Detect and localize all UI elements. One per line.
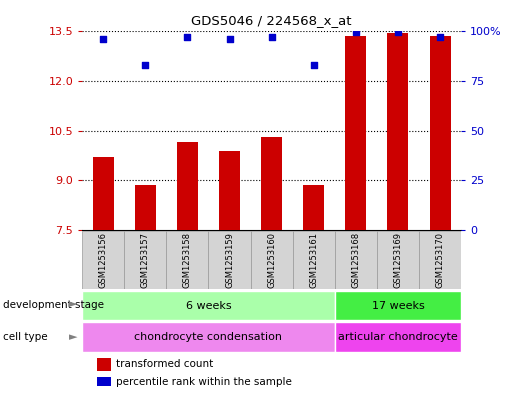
Text: GSM1253159: GSM1253159: [225, 232, 234, 288]
Bar: [82, 291, 335, 320]
Text: GSM1253170: GSM1253170: [436, 232, 445, 288]
Bar: [93, 157, 114, 230]
Text: GSM1253157: GSM1253157: [141, 232, 150, 288]
Bar: [335, 291, 461, 320]
Point: [436, 34, 444, 40]
Text: chondrocyte condensation: chondrocyte condensation: [135, 332, 282, 342]
FancyBboxPatch shape: [377, 231, 419, 289]
FancyBboxPatch shape: [419, 231, 461, 289]
Point: [99, 36, 108, 42]
FancyBboxPatch shape: [166, 231, 208, 289]
Text: GSM1253168: GSM1253168: [351, 232, 360, 288]
Bar: [82, 322, 335, 352]
Bar: [261, 137, 282, 230]
Title: GDS5046 / 224568_x_at: GDS5046 / 224568_x_at: [191, 15, 352, 28]
FancyBboxPatch shape: [293, 231, 335, 289]
Bar: [98, 377, 111, 386]
Text: GSM1253169: GSM1253169: [393, 232, 402, 288]
Point: [310, 61, 318, 68]
Point: [183, 34, 192, 40]
FancyBboxPatch shape: [82, 231, 124, 289]
Bar: [177, 142, 198, 230]
Text: transformed count: transformed count: [116, 359, 214, 369]
FancyBboxPatch shape: [124, 231, 166, 289]
FancyBboxPatch shape: [335, 231, 377, 289]
Text: development stage: development stage: [3, 299, 104, 310]
Point: [267, 34, 276, 40]
Bar: [135, 185, 156, 230]
Bar: [387, 33, 409, 230]
FancyBboxPatch shape: [208, 231, 251, 289]
Point: [225, 36, 234, 42]
Text: articular chondrocyte: articular chondrocyte: [338, 332, 458, 342]
Text: ►: ►: [69, 299, 77, 310]
Text: cell type: cell type: [3, 332, 47, 342]
Text: GSM1253160: GSM1253160: [267, 232, 276, 288]
Bar: [98, 358, 111, 371]
Text: GSM1253156: GSM1253156: [99, 232, 108, 288]
Text: percentile rank within the sample: percentile rank within the sample: [116, 377, 292, 387]
Text: GSM1253161: GSM1253161: [309, 232, 318, 288]
Bar: [346, 37, 366, 230]
Point: [394, 29, 402, 36]
FancyBboxPatch shape: [251, 231, 293, 289]
Point: [351, 29, 360, 36]
Text: 17 weeks: 17 weeks: [372, 301, 425, 310]
Bar: [429, 37, 450, 230]
Bar: [303, 185, 324, 230]
Text: GSM1253158: GSM1253158: [183, 232, 192, 288]
Text: ►: ►: [69, 332, 77, 342]
Text: 6 weeks: 6 weeks: [186, 301, 231, 310]
Bar: [335, 322, 461, 352]
Point: [141, 61, 149, 68]
Bar: [219, 151, 240, 230]
